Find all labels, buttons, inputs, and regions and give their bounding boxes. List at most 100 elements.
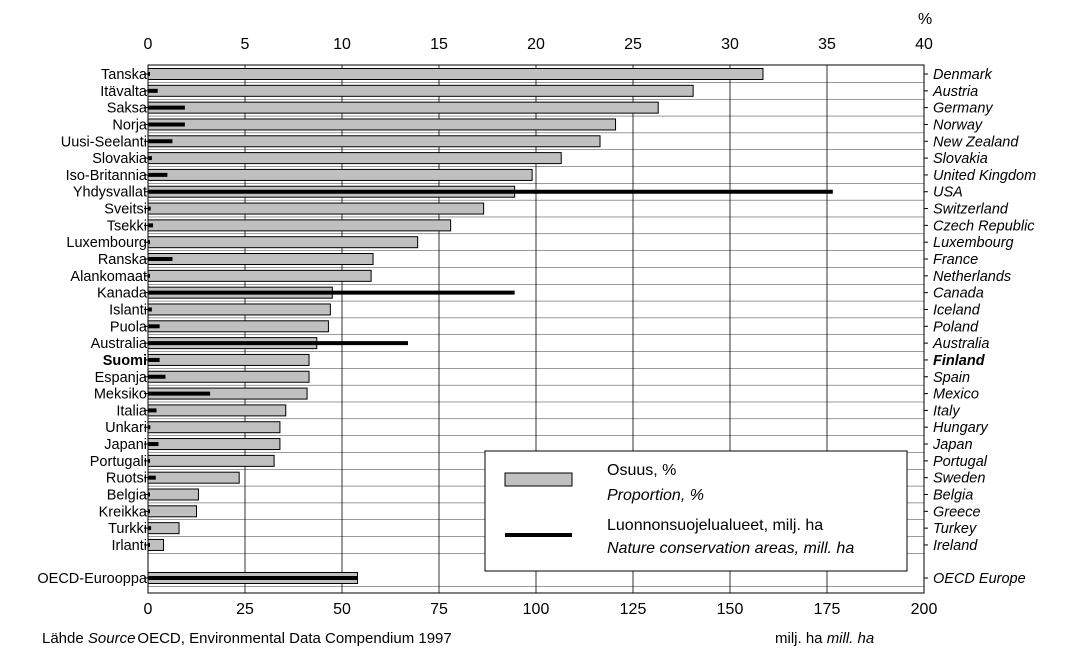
proportion-bar (147, 101, 659, 114)
top-axis-unit: % (918, 11, 932, 28)
bottom-axis-unit: milj. ha mill. ha (775, 630, 874, 647)
category-label-en: Mexico (933, 387, 979, 403)
category-label-fi: Alankomaat (70, 269, 147, 285)
category-label-en: Turkey (933, 521, 977, 537)
category-label-fi: Suomi (103, 353, 147, 369)
category-label-en: Austria (932, 84, 978, 100)
legend-proportion-label-en: Proportion, % (607, 487, 704, 504)
category-label-en: Slovakia (933, 151, 988, 167)
top-tick-label: 10 (333, 36, 351, 53)
proportion-bar (147, 471, 240, 484)
category-label-fi: Saksa (107, 101, 148, 117)
proportion-bar (147, 236, 419, 249)
category-label-fi: Puola (110, 319, 148, 335)
legend-proportion-swatch (504, 472, 573, 487)
category-label-fi: Islanti (109, 302, 147, 318)
legend-area-label-fi: Luonnonsuojelualueet, milj. ha (607, 517, 823, 534)
category-label-fi: Irlanti (112, 538, 147, 554)
category-label-en: Belgia (933, 488, 973, 504)
category-label-en: Germany (933, 101, 993, 117)
category-label-fi: Tsekki (107, 218, 147, 234)
category-label-en: Canada (933, 286, 984, 302)
category-label-fi: Australia (91, 336, 148, 352)
legend-proportion-label-fi: Osuus, % (607, 462, 676, 479)
proportion-bar (147, 454, 275, 467)
proportion-bar (147, 152, 562, 165)
category-label-en: Portugal (933, 454, 988, 470)
proportion-bar (147, 269, 372, 282)
category-label-en: Spain (933, 370, 970, 386)
category-label-en: Italy (933, 403, 960, 419)
axis-ticks: 0 5 10 15 20 25 30 35 40 0 25 50 75 100 125 150 175 200 (144, 36, 938, 618)
category-label-fi: Luxembourg (66, 235, 147, 251)
category-label-fi: Sveitsi (104, 202, 147, 218)
category-label-en: OECD Europe (933, 571, 1026, 587)
proportion-bar (147, 421, 281, 434)
proportion-bar (147, 135, 601, 148)
proportion-bar (147, 370, 310, 383)
category-label-fi: Portugali (90, 454, 147, 470)
category-label-fi: Italia (116, 403, 148, 419)
proportion-bar (147, 118, 617, 131)
proportion-bar (147, 168, 533, 181)
proportion-bar (147, 488, 199, 501)
proportion-bar (147, 522, 180, 535)
category-label-en: Luxembourg (933, 235, 1014, 251)
category-label-fi: Espanja (95, 370, 148, 386)
top-tick-label: 25 (624, 36, 642, 53)
top-tick-label: 5 (241, 36, 250, 53)
bottom-tick-label: 0 (144, 601, 153, 618)
category-label-fi: Unkari (105, 420, 147, 436)
category-label-en: Ireland (933, 538, 978, 554)
category-label-en: Poland (933, 319, 979, 335)
top-tick-label: 30 (721, 36, 739, 53)
bottom-tick-label: 100 (523, 601, 550, 618)
category-label-fi: Tanska (101, 67, 148, 83)
category-label-fi: Uusi-Seelanti (61, 134, 147, 150)
legend-area-label-en: Nature conservation areas, mill. ha (607, 540, 854, 557)
area-lines (148, 72, 833, 580)
proportion-bar (147, 353, 310, 366)
category-label-fi: Meksiko (94, 387, 147, 403)
bottom-tick-label: 25 (236, 601, 254, 618)
category-label-en: Australia (932, 336, 989, 352)
proportion-bar (147, 505, 197, 518)
category-label-en: Japan (932, 437, 973, 453)
legend-box (484, 450, 908, 572)
proportion-bar (147, 219, 452, 232)
category-label-fi: Ruotsi (106, 471, 147, 487)
bottom-tick-label: 175 (814, 601, 841, 618)
category-label-en: Hungary (933, 420, 989, 436)
legend: Osuus, % Proportion, % Luonnonsuojelualu… (484, 450, 908, 572)
top-tick-label: 15 (430, 36, 448, 53)
proportion-bar (147, 404, 287, 417)
top-tick-label: 35 (818, 36, 836, 53)
category-label-en: Netherlands (933, 269, 1011, 285)
proportion-bar (147, 320, 329, 333)
bottom-tick-label: 75 (430, 601, 448, 618)
category-label-fi: Norja (112, 117, 148, 133)
category-label-en: Denmark (933, 67, 993, 83)
category-label-fi: Ranska (98, 252, 148, 268)
category-label-en: United Kingdom (933, 168, 1036, 184)
proportion-bar (147, 253, 374, 266)
category-label-en: USA (933, 185, 963, 201)
bottom-tick-label: 125 (620, 601, 647, 618)
category-label-fi: Iso-Britannia (66, 168, 148, 184)
proportion-bar (147, 84, 694, 97)
category-label-fi: Itävalta (100, 84, 148, 100)
category-label-fi: Belgia (107, 488, 148, 504)
proportion-bar (147, 303, 331, 316)
category-label-en: Iceland (933, 302, 981, 318)
category-label-en: Switzerland (933, 202, 1009, 218)
bottom-tick-label: 200 (911, 601, 938, 618)
proportion-bar (147, 438, 281, 451)
category-label-en: Greece (933, 504, 981, 520)
top-tick-label: 0 (144, 36, 153, 53)
source-note: Lähde Source OECD, Environmental Data Com… (42, 630, 452, 647)
category-label-en: New Zealand (933, 134, 1019, 150)
category-label-en: Sweden (933, 471, 985, 487)
category-label-fi: OECD-Eurooppa (37, 571, 148, 587)
bottom-tick-label: 150 (717, 601, 744, 618)
